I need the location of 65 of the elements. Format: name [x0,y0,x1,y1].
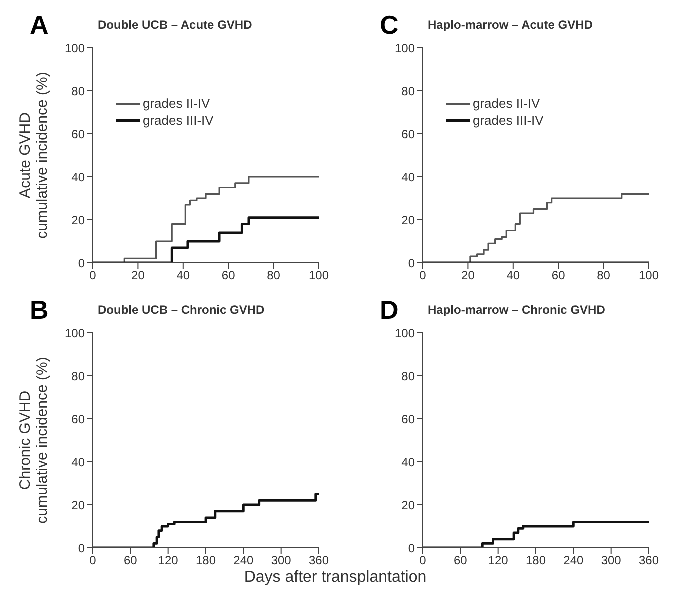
y-tick-label: 100 [394,326,416,340]
y-tick-label: 0 [78,541,86,556]
x-tick-label: 180 [196,554,216,568]
y-tick-label: 20 [72,498,86,512]
y-tick-label: 60 [402,412,416,426]
y-tick-label: 0 [408,256,416,270]
x-tick-label: 20 [462,268,476,283]
y-tick-label: 80 [72,84,86,98]
text: C [380,10,399,41]
x-tick-label: 360 [308,554,330,568]
x-tick-label: 120 [158,554,179,568]
text: D [380,295,399,326]
x-tick-label: 60 [552,268,566,283]
x-tick-label: 180 [526,554,546,568]
y-tick-label: 20 [402,213,416,228]
x-tick-label: 60 [222,268,236,283]
y-tick-label: 80 [402,84,416,98]
y-tick-label: 100 [64,326,86,340]
y-tick-label: 80 [72,369,86,384]
x-tick-label: 0 [420,268,427,283]
x-tick-label: 240 [234,554,254,568]
text: A [30,10,49,41]
x-tick-label: 0 [90,554,97,568]
y-axis-title: Acute GVHD cumulative incidence (%) [17,72,51,239]
legend-label: grades III-IV [473,112,544,129]
y-tick-label: 20 [72,213,86,228]
y-tick-label: 60 [402,127,416,142]
x-tick-label: 120 [488,554,509,568]
x-tick-label: 0 [90,268,97,283]
legend-label: grades II-IV [143,95,210,112]
y-tick-label: 100 [394,41,416,56]
x-tick-label: 100 [308,268,330,283]
x-tick-label: 80 [597,268,611,283]
y-tick-label: 60 [72,412,86,426]
y-tick-label: 0 [408,541,416,556]
x-tick-label: 300 [601,554,622,568]
x-tick-label: 100 [638,268,660,283]
x-tick-label: 60 [454,554,468,568]
x-axis-title: Days after transplantation [243,569,428,587]
y-tick-label: 20 [402,498,416,512]
y-tick-label: 80 [402,369,416,384]
x-tick-label: 20 [132,268,146,283]
x-tick-label: 360 [638,554,660,568]
y-tick-label: 40 [72,170,86,184]
x-tick-label: 40 [506,268,520,283]
y-tick-label: 0 [78,256,86,270]
x-tick-label: 0 [420,554,427,568]
legend-label: grades II-IV [473,95,540,112]
legend-label: grades III-IV [143,112,214,129]
y-tick-label: 40 [402,170,416,184]
text: B [30,295,49,326]
chart-title: Double UCB – Acute GVHD [98,18,254,32]
x-tick-label: 60 [124,554,138,568]
chart-title: Haplo-marrow – Acute GVHD [428,18,594,32]
y-tick-label: 60 [72,127,86,142]
y-tick-label: 40 [402,455,416,470]
y-axis-title: Chronic GVHD cumulative incidence (%) [17,357,51,524]
x-tick-label: 40 [176,268,190,283]
chart-title: Double UCB – Chronic GVHD [98,303,266,317]
y-tick-label: 40 [72,455,86,470]
chart-title: Haplo-marrow – Chronic GVHD [428,303,606,317]
x-tick-label: 240 [564,554,584,568]
x-tick-label: 300 [271,554,292,568]
x-tick-label: 80 [267,268,281,283]
y-tick-label: 100 [64,41,86,56]
